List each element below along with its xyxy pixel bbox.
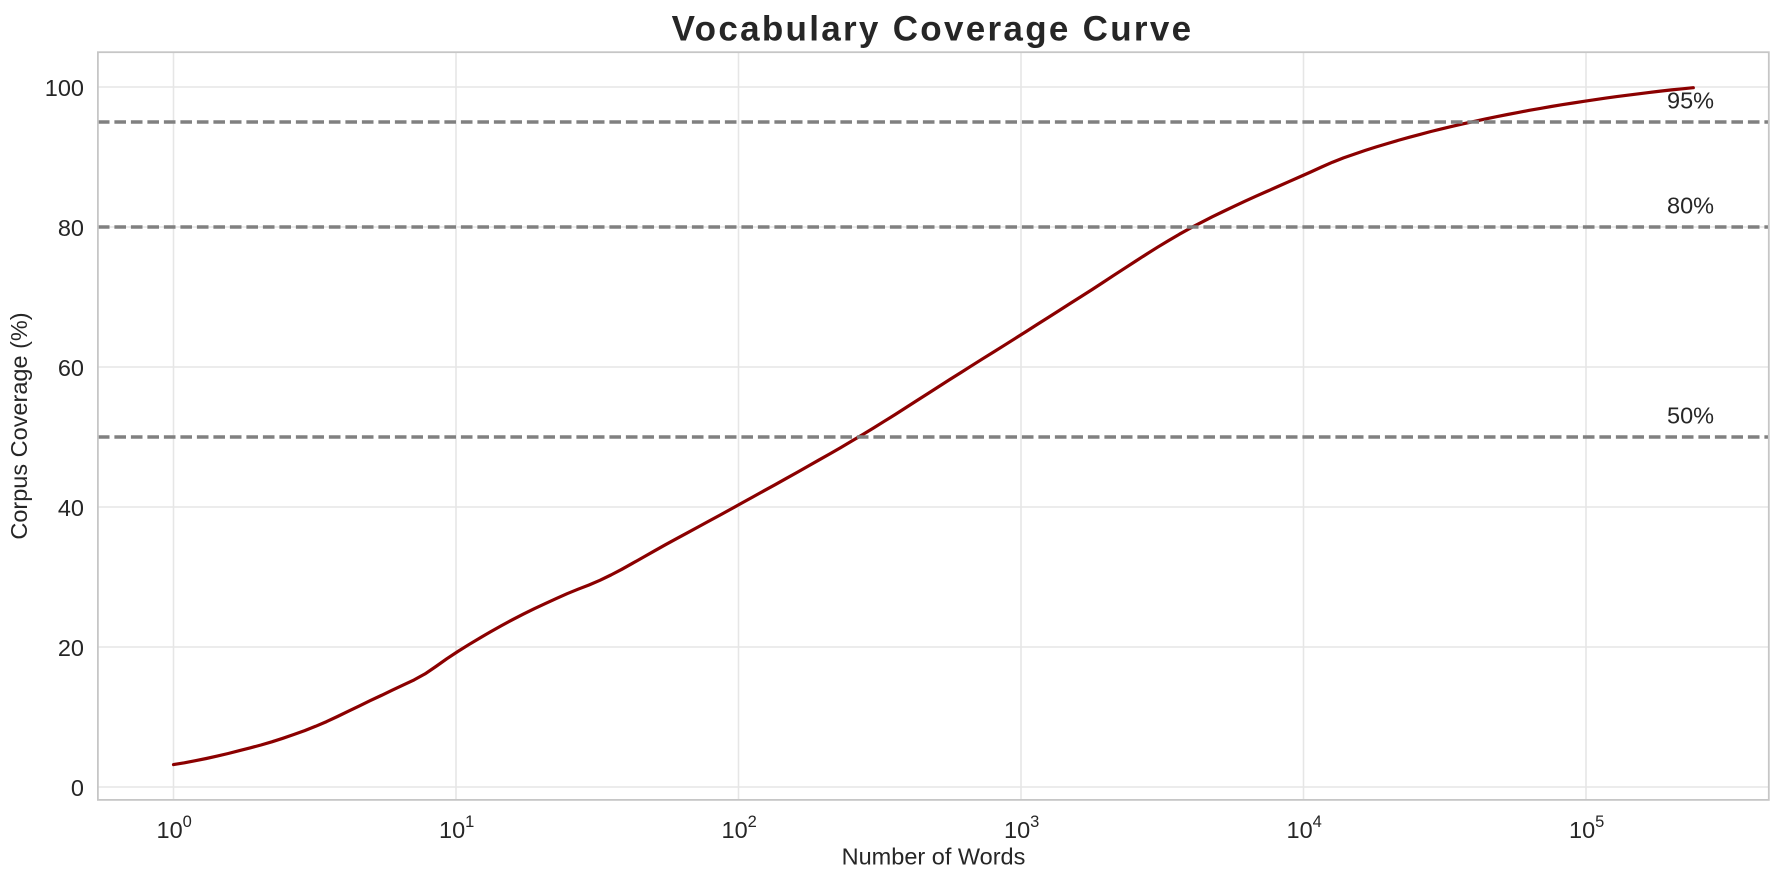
svg-text:100: 100 [45, 75, 84, 101]
svg-text:80%: 80% [1667, 193, 1714, 219]
svg-text:Vocabulary Coverage Curve: Vocabulary Coverage Curve [672, 10, 1194, 49]
svg-text:20: 20 [58, 635, 84, 661]
svg-text:95%: 95% [1667, 88, 1714, 114]
svg-text:0: 0 [71, 775, 84, 801]
svg-text:60: 60 [58, 355, 84, 381]
svg-text:40: 40 [58, 495, 84, 521]
svg-text:Number of Words: Number of Words [842, 844, 1026, 870]
svg-text:50%: 50% [1667, 403, 1714, 429]
svg-text:Corpus Coverage (%): Corpus Coverage (%) [6, 312, 32, 539]
svg-text:80: 80 [58, 215, 84, 241]
